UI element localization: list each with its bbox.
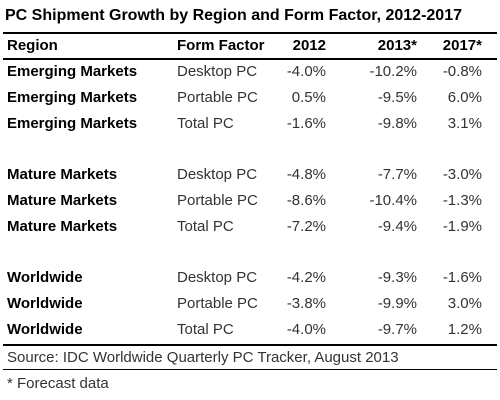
row-value-2017: 6.0% [447,89,482,106]
row-form-factor: Total PC [177,218,234,235]
row-region: Worldwide [7,269,83,286]
source-note: Source: IDC Worldwide Quarterly PC Track… [7,349,399,366]
row-region: Emerging Markets [7,115,138,132]
row-region: Mature Markets [7,166,118,183]
row-value-2013: -9.9% [377,295,417,312]
row-value-2017: -0.8% [442,63,482,80]
row-value-2017: 3.1% [447,115,482,132]
source-rule [3,369,497,370]
page-title: PC Shipment Growth by Region and Form Fa… [5,7,462,24]
row-value-2013: -10.2% [369,63,417,80]
row-value-2013: -9.4% [377,218,417,235]
row-region: Worldwide [7,321,83,338]
row-value-2012: -7.2% [286,218,326,235]
row-form-factor: Total PC [177,321,234,338]
row-value-2012: -3.8% [286,295,326,312]
row-form-factor: Portable PC [177,295,258,312]
row-value-2013: -9.8% [377,115,417,132]
row-region: Worldwide [7,295,83,312]
row-form-factor: Desktop PC [177,269,258,286]
row-value-2013: -10.4% [369,192,417,209]
row-value-2012: -4.2% [286,269,326,286]
row-value-2012: -1.6% [286,115,326,132]
header-2012: 2012 [292,37,326,54]
row-value-2012: 0.5% [291,89,326,106]
row-form-factor: Desktop PC [177,166,258,183]
row-region: Mature Markets [7,218,118,235]
row-value-2017: -3.0% [442,166,482,183]
row-value-2013: -7.7% [377,166,417,183]
row-value-2017: 3.0% [447,295,482,312]
row-value-2012: -4.0% [286,321,326,338]
header-form-factor: Form Factor [177,37,265,54]
top-rule [3,32,497,34]
header-2017: 2017* [442,37,482,54]
row-form-factor: Portable PC [177,89,258,106]
row-region: Mature Markets [7,192,118,209]
row-region: Emerging Markets [7,63,138,80]
row-value-2013: -9.5% [377,89,417,106]
row-value-2017: -1.3% [442,192,482,209]
row-value-2013: -9.3% [377,269,417,286]
row-form-factor: Total PC [177,115,234,132]
row-form-factor: Portable PC [177,192,258,209]
header-region: Region [7,37,58,54]
row-value-2017: -1.6% [442,269,482,286]
row-value-2012: -4.8% [286,166,326,183]
forecast-note: * Forecast data [7,375,109,392]
bottom-rule [3,344,497,346]
row-value-2017: -1.9% [442,218,482,235]
header-rule [3,58,497,60]
row-value-2012: -4.0% [286,63,326,80]
row-value-2012: -8.6% [286,192,326,209]
header-2013: 2013* [377,37,417,54]
row-form-factor: Desktop PC [177,63,258,80]
row-value-2013: -9.7% [377,321,417,338]
row-region: Emerging Markets [7,89,138,106]
row-value-2017: 1.2% [447,321,482,338]
